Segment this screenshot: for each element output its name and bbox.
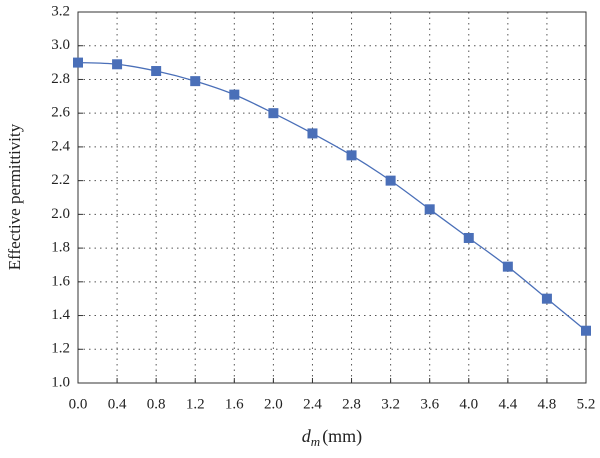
x-tick-label: 0.0 [69,396,88,412]
y-tick-label: 3.0 [51,37,70,53]
marker [307,128,318,139]
marker [73,57,83,68]
x-label-symbol: d [302,426,312,446]
y-tick-label: 1.4 [51,307,70,323]
marker [581,325,591,336]
marker [112,59,123,70]
y-tick-label: 2.2 [51,172,70,188]
y-tick-label: 2.4 [51,138,70,154]
x-label-unit: (mm) [322,426,362,447]
marker [463,232,474,243]
x-axis-label: dm (mm) [302,426,362,449]
marker [541,293,552,304]
y-tick-label: 1.8 [51,240,70,256]
y-tick-label: 2.6 [51,105,70,121]
x-tick-label: 4.8 [538,396,557,412]
marker [385,175,396,186]
x-tick-label: 4.0 [459,396,478,412]
y-tick-label: 1.0 [51,374,70,390]
x-tick-label: 1.6 [225,396,244,412]
marker [346,150,357,161]
x-tick-label: 2.4 [303,396,322,412]
x-label-subscript: m [311,434,320,449]
y-tick-label: 2.0 [51,206,70,222]
y-tick-label: 3.2 [51,3,70,19]
x-tick-label: 1.2 [186,396,205,412]
x-tick-label: 0.8 [147,396,166,412]
marker [151,66,162,77]
x-tick-label: 5.2 [577,396,596,412]
y-axis-label: Effective permittivity [5,123,24,270]
plot-frame [77,11,587,384]
series-line [77,61,587,332]
marker [229,89,240,100]
marker [268,108,279,119]
marker [502,261,513,272]
x-tick-label: 2.8 [342,396,361,412]
x-tick-label: 4.4 [498,396,517,412]
marker [424,204,435,215]
x-tick-label: 2.0 [264,396,283,412]
marker [190,76,201,87]
x-tick-label: 3.2 [381,396,400,412]
y-tick-label: 1.2 [51,341,70,357]
y-tick-label: 2.8 [51,71,70,87]
y-tick-label: 1.6 [51,273,70,289]
x-tick-label: 0.4 [108,396,127,412]
x-tick-label: 3.6 [420,396,439,412]
